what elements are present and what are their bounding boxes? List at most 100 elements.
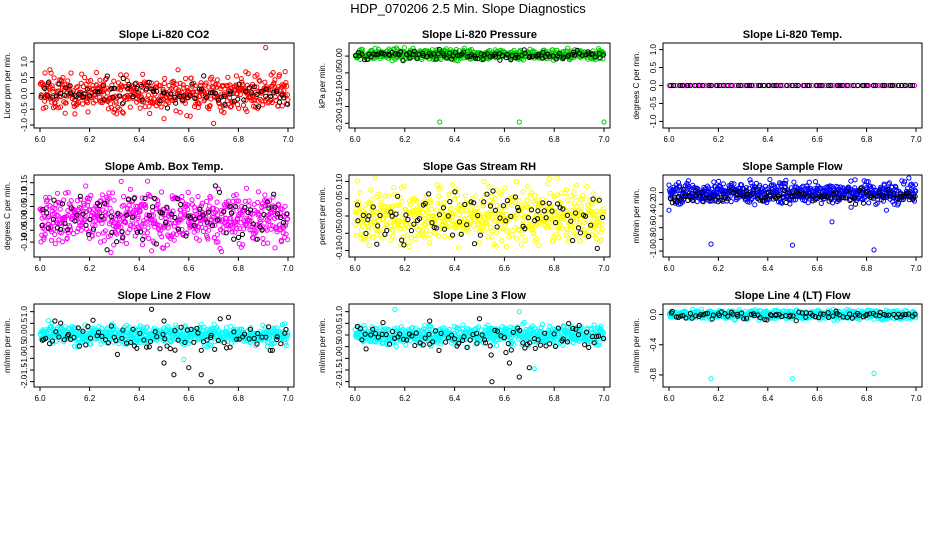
data-point (279, 206, 285, 212)
data-point (204, 219, 210, 225)
data-point (65, 189, 71, 195)
data-point (446, 191, 452, 197)
data-point (158, 227, 164, 233)
data-point (413, 198, 419, 204)
data-point (49, 83, 55, 89)
y-tick-label: -0.5 (649, 96, 658, 110)
data-point (284, 83, 290, 89)
data-point (66, 213, 72, 219)
data-point (756, 82, 762, 89)
data-point (254, 72, 260, 78)
data-point (405, 217, 411, 223)
x-tick-label: 6.2 (713, 135, 725, 144)
data-point (246, 85, 252, 91)
data-point (54, 190, 61, 196)
data-point (227, 104, 234, 110)
data-point (85, 109, 91, 115)
x-tick-label: 6.0 (349, 394, 361, 403)
data-point (257, 78, 263, 84)
data-point (254, 236, 260, 242)
data-point (364, 56, 370, 63)
data-point (428, 52, 434, 58)
outlier-point (47, 67, 53, 73)
data-point (266, 205, 272, 211)
data-point (590, 51, 596, 57)
y-axis-label: ml/min per min. (632, 189, 641, 244)
data-point (600, 52, 606, 58)
data-point (464, 201, 470, 207)
data-point (229, 225, 235, 231)
data-point (137, 105, 143, 111)
data-point (231, 236, 237, 242)
data-point (381, 216, 387, 222)
data-point (63, 190, 69, 196)
data-point (160, 245, 167, 251)
data-point (285, 101, 291, 107)
data-point (111, 242, 117, 248)
outlier-point (198, 372, 204, 378)
data-point (81, 202, 87, 208)
data-point (214, 77, 220, 83)
data-point (173, 108, 179, 114)
x-tick-label: 6.8 (861, 264, 873, 273)
data-point (518, 242, 525, 248)
data-point (902, 82, 908, 89)
series-reference (668, 82, 916, 89)
data-point (214, 232, 220, 238)
y-tick-label: -1.0 (20, 118, 29, 132)
data-point (80, 94, 86, 100)
data-point (164, 105, 171, 111)
data-point (68, 203, 74, 209)
data-point (206, 227, 212, 233)
data-point (492, 53, 499, 59)
data-point (465, 229, 471, 235)
x-tick-label: 6.8 (549, 264, 561, 273)
data-point (57, 104, 64, 110)
data-point (521, 47, 527, 53)
data-point (593, 235, 600, 242)
data-point (99, 220, 105, 226)
data-point (362, 57, 368, 63)
x-tick-label: 6.4 (449, 264, 461, 273)
data-point (472, 209, 478, 215)
data-point (375, 51, 381, 57)
data-point (427, 198, 433, 204)
data-point (121, 202, 127, 208)
data-point (111, 85, 118, 91)
data-point (679, 82, 686, 89)
data-point (839, 82, 845, 89)
data-point (197, 206, 203, 212)
data-point (282, 92, 288, 98)
data-point (281, 88, 287, 94)
y-tick-label: 0.05 (335, 190, 344, 206)
data-point (164, 204, 170, 210)
data-point (146, 235, 152, 241)
data-point (579, 203, 585, 209)
chart-title: Slope Line 2 Flow (118, 290, 211, 302)
data-point (40, 207, 46, 213)
data-point (127, 104, 133, 110)
data-point (460, 322, 466, 328)
data-point (394, 202, 400, 208)
data-point (227, 89, 234, 95)
data-point (374, 241, 380, 247)
data-point (670, 82, 677, 89)
data-point (147, 193, 153, 199)
y-tick-label: 0.15 (20, 174, 29, 190)
data-point (117, 106, 123, 112)
data-point (499, 52, 505, 59)
data-point (265, 240, 271, 246)
data-point (274, 211, 281, 217)
data-point (270, 194, 276, 200)
outlier-point (211, 120, 217, 127)
x-tick-label: 6.6 (183, 394, 195, 403)
data-point (235, 198, 242, 204)
data-point (255, 189, 261, 195)
data-point (367, 222, 373, 228)
data-point (735, 82, 742, 89)
data-point (68, 198, 74, 204)
data-point (475, 221, 481, 227)
data-point (233, 221, 239, 227)
data-point (144, 230, 150, 236)
x-tick-label: 6.6 (499, 264, 511, 273)
